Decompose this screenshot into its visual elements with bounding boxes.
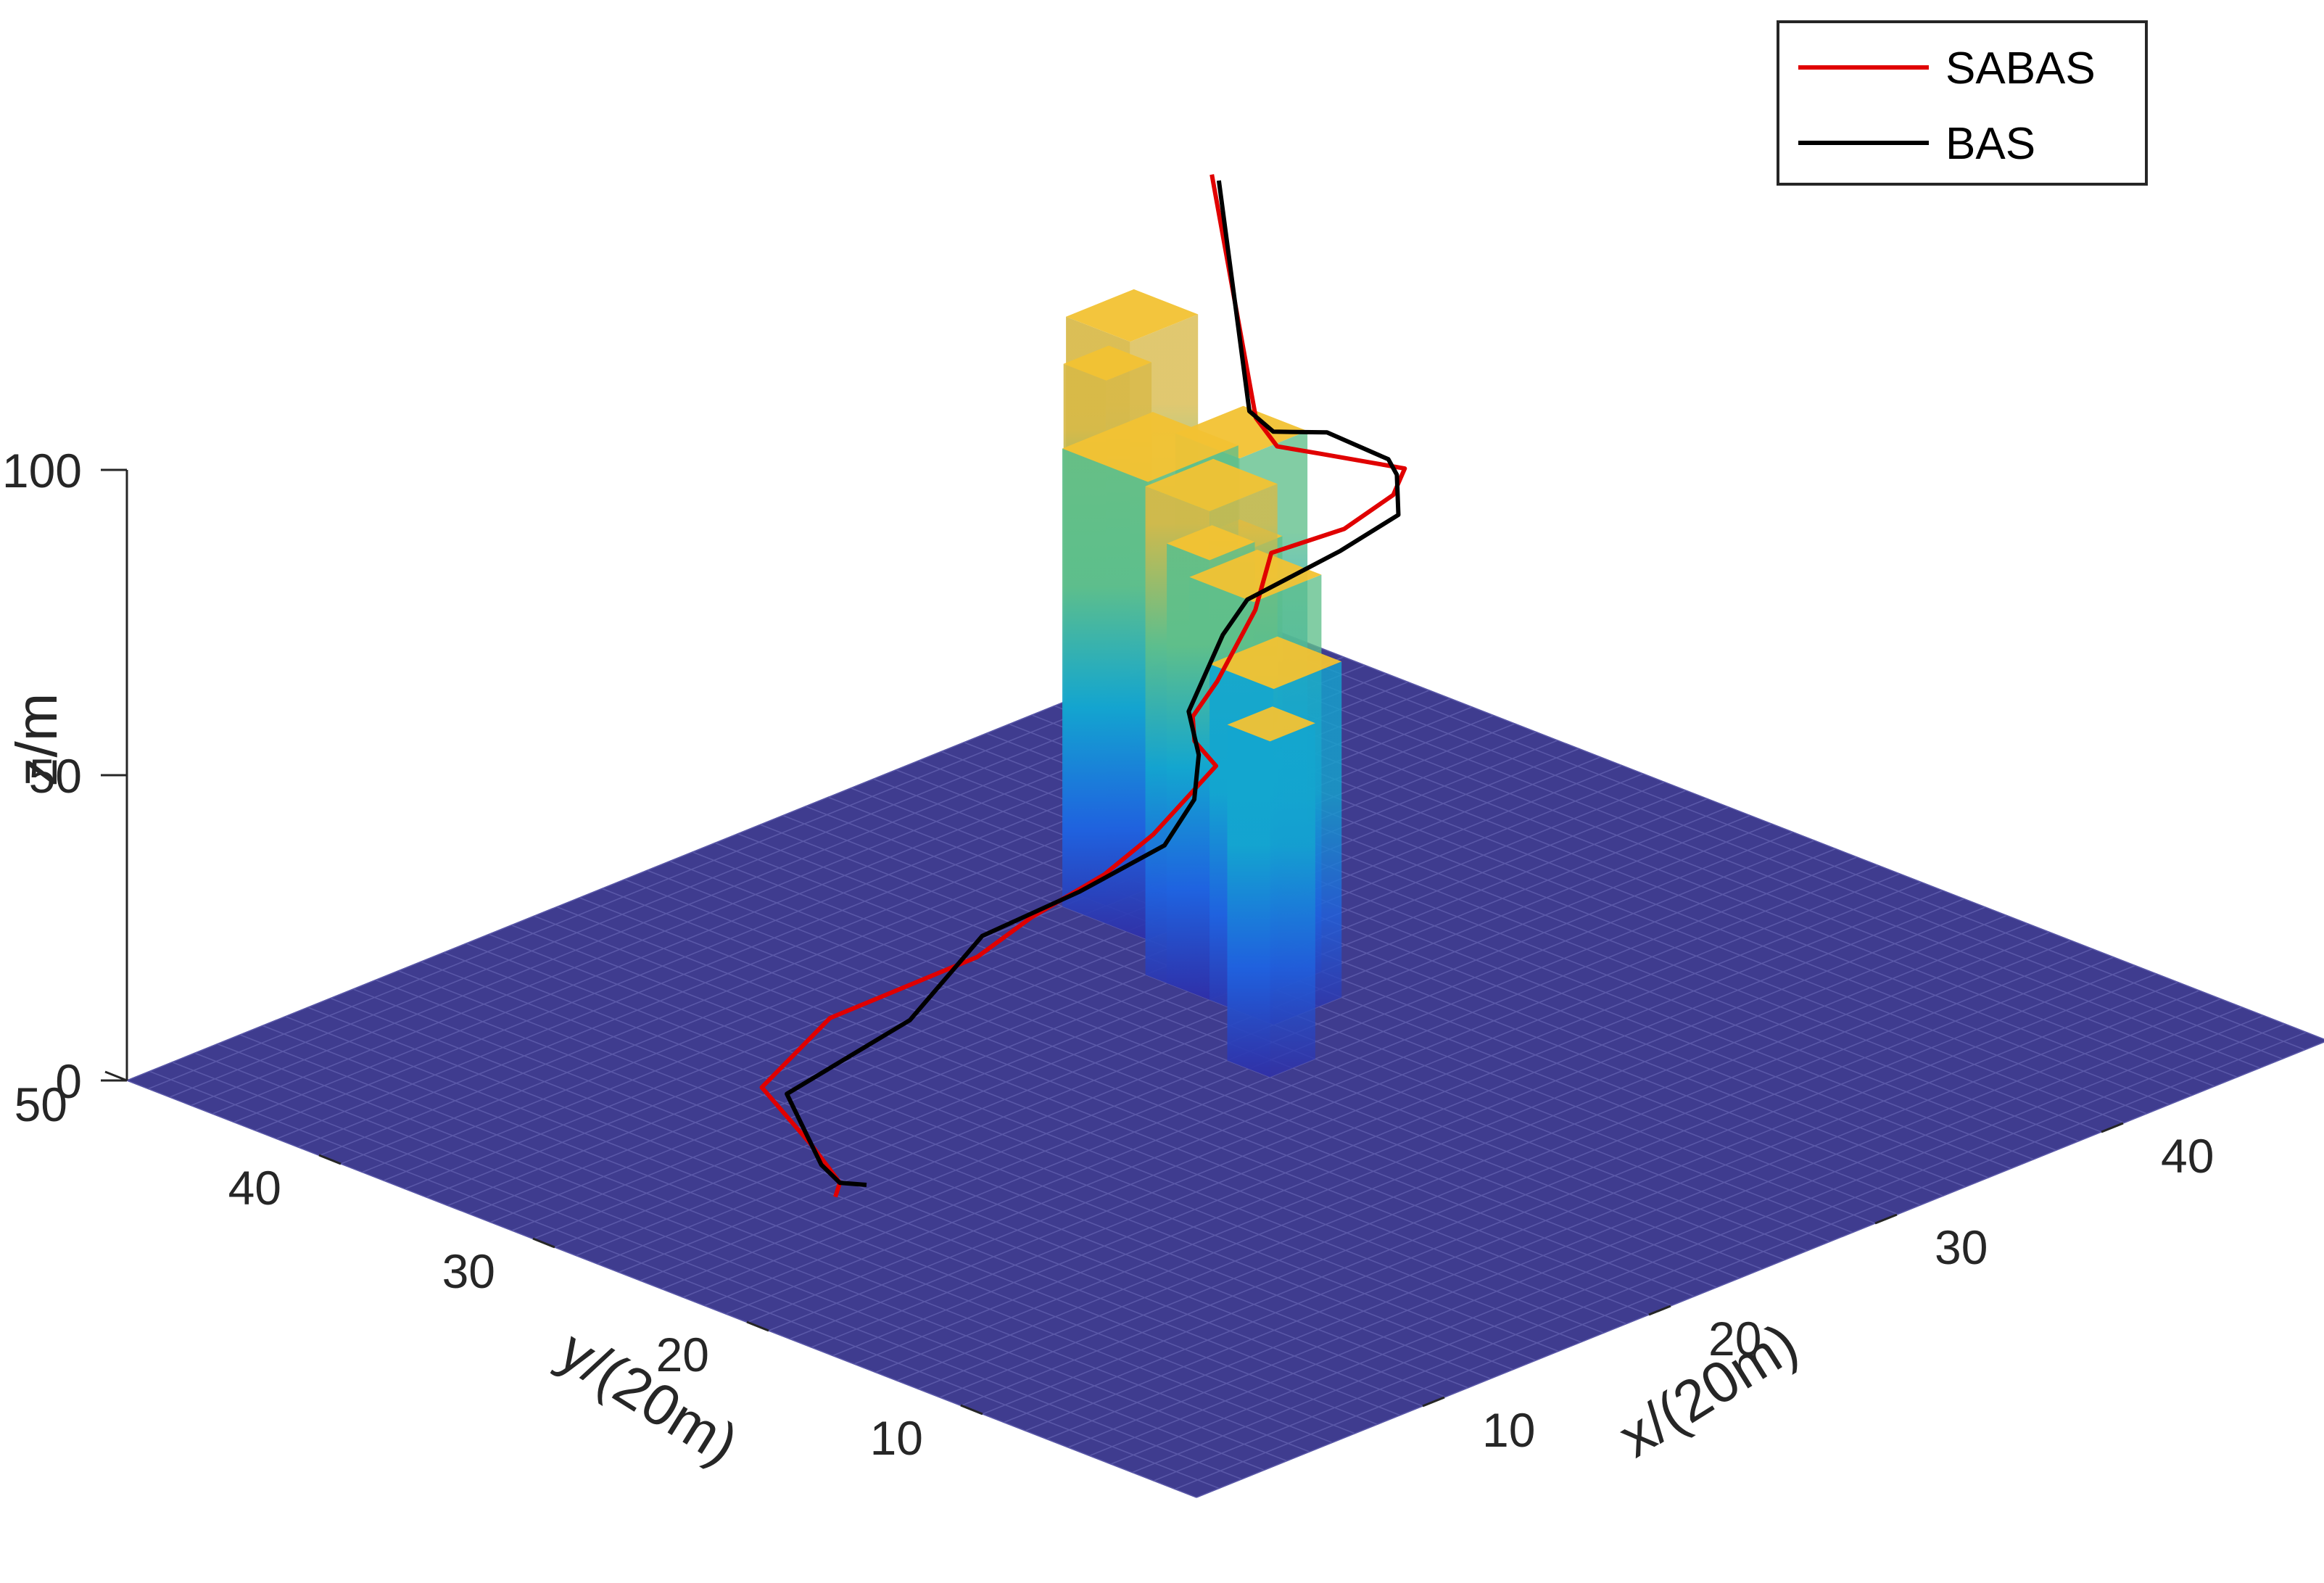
y-tick-label: 40 — [228, 1161, 281, 1215]
obstacle-face-left — [1227, 724, 1270, 1078]
obstacle-top — [1066, 289, 1199, 342]
z-tick-label: 0 — [55, 1054, 82, 1108]
grid-line-y — [576, 798, 1708, 1257]
obstacle-top — [1189, 550, 1322, 603]
grid-line-y — [468, 756, 1601, 1215]
grid-line-y — [554, 790, 1687, 1248]
y-tick-label: 30 — [442, 1244, 495, 1298]
obstacle-top — [1209, 636, 1342, 690]
y-tick-label: 20 — [656, 1328, 709, 1381]
grid-line-y — [490, 764, 1622, 1223]
grid-line-x — [1212, 641, 2283, 1059]
obstacle-top — [1227, 706, 1315, 742]
grid-line-y — [640, 823, 1772, 1281]
obstacle-face-left — [1062, 448, 1148, 940]
trajectories — [759, 174, 1407, 1198]
ground-surface — [126, 623, 2324, 1498]
x-tick-label: 20 — [1708, 1312, 1761, 1365]
grid-line-x — [1167, 659, 2238, 1078]
grid-line-x — [1235, 632, 2306, 1051]
grid-line-y — [619, 814, 1750, 1273]
grid-line-y — [511, 773, 1644, 1231]
y-axis-label: y/(20m) — [548, 1318, 749, 1476]
y-tick — [104, 1070, 128, 1082]
y-tick — [960, 1404, 983, 1415]
y-tick — [532, 1237, 555, 1249]
legend-box — [1777, 20, 2148, 186]
obstacle-top — [1145, 458, 1278, 512]
obstacle-face-right — [1270, 723, 1315, 1078]
z-tick-label: 50 — [29, 749, 82, 803]
grid-line-y — [597, 806, 1729, 1265]
grid-line-x — [805, 806, 1876, 1224]
z-axis-label: z/m — [4, 693, 69, 787]
grid-line-y — [533, 781, 1665, 1240]
x-tick — [1648, 1305, 1671, 1316]
z-tick-label: 100 — [2, 444, 82, 497]
grid-line-y — [426, 740, 1558, 1198]
y-tick — [318, 1154, 342, 1165]
legend: SABAS BAS — [1777, 20, 2148, 186]
y-tick-label: 10 — [870, 1411, 923, 1465]
obstacle-top — [1062, 412, 1238, 482]
grid-line-y — [447, 748, 1579, 1207]
x-tick — [1422, 1396, 1445, 1408]
legend-label-sabas: SABAS — [1945, 44, 2096, 94]
y-tick — [746, 1320, 769, 1332]
grid-line-x — [873, 778, 1943, 1196]
path-bas — [785, 180, 1401, 1187]
y-tick-label: 50 — [15, 1078, 67, 1131]
grid-line-x — [1190, 650, 2260, 1069]
obstacle-top — [1063, 345, 1152, 381]
grid-line-x — [851, 788, 1921, 1206]
obstacles — [1062, 289, 1342, 1078]
grid-line-x — [827, 796, 1898, 1215]
obstacle-top — [1167, 525, 1255, 561]
x-tick-label: 40 — [2161, 1129, 2214, 1183]
x-tick-label: 10 — [1482, 1403, 1535, 1457]
x-tick — [1874, 1213, 1898, 1225]
x-tick-label: 30 — [1935, 1220, 1988, 1274]
ground-plane — [127, 624, 2324, 1497]
x-tick — [2101, 1122, 2124, 1133]
grid-line-x — [782, 814, 1853, 1233]
grid-line-x — [1257, 623, 2324, 1040]
legend-label-bas: BAS — [1945, 119, 2035, 169]
